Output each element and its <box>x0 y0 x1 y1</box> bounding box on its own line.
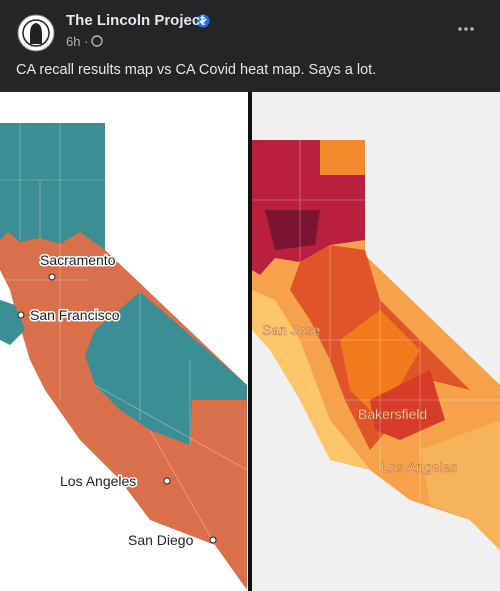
avatar-ring <box>22 19 50 47</box>
city-dot <box>17 311 25 319</box>
region-darkest <box>265 210 320 250</box>
region-orange <box>320 140 365 175</box>
right-map: San Jose Bakersfield Los Angeles <box>252 140 500 550</box>
post-image[interactable]: Sacramento San Francisco Los Angeles San… <box>0 92 500 591</box>
city-dot <box>209 536 217 544</box>
region-teal <box>85 292 247 445</box>
city-label: Los Angeles <box>60 473 136 489</box>
county-lines <box>252 140 500 500</box>
region-red <box>370 370 445 440</box>
region-teal <box>0 300 25 345</box>
region-orange <box>340 310 420 420</box>
region-teal <box>0 123 105 250</box>
city-label: San Jose <box>262 322 321 338</box>
city-label: Bakersfield <box>358 406 427 422</box>
city-label: San Diego <box>128 532 194 548</box>
post-header-icons <box>17 14 474 52</box>
city-label: Sacramento <box>40 252 116 268</box>
city-label: San Francisco <box>30 307 120 323</box>
more-dot[interactable] <box>470 27 474 31</box>
post-caption: CA recall results map vs CA Covid heat m… <box>16 62 377 78</box>
verified-check <box>199 18 207 25</box>
more-dot[interactable] <box>464 27 468 31</box>
city-dot <box>48 273 56 281</box>
left-map: Sacramento San Francisco Los Angeles San… <box>0 123 248 590</box>
separator: · <box>84 34 89 49</box>
more-dot[interactable] <box>458 27 462 31</box>
globe-icon <box>91 35 103 47</box>
region-yellow <box>252 290 370 470</box>
author-name[interactable]: The Lincoln Project <box>66 12 206 29</box>
divider <box>248 92 252 591</box>
avatar-bust <box>30 23 42 44</box>
post-time[interactable]: 6h <box>66 34 81 49</box>
post-meta: 6h · <box>66 34 88 49</box>
region-yellow <box>420 420 500 550</box>
city-label: Los Angeles <box>381 459 457 475</box>
city-dot <box>163 477 171 485</box>
county-lines <box>0 123 248 546</box>
